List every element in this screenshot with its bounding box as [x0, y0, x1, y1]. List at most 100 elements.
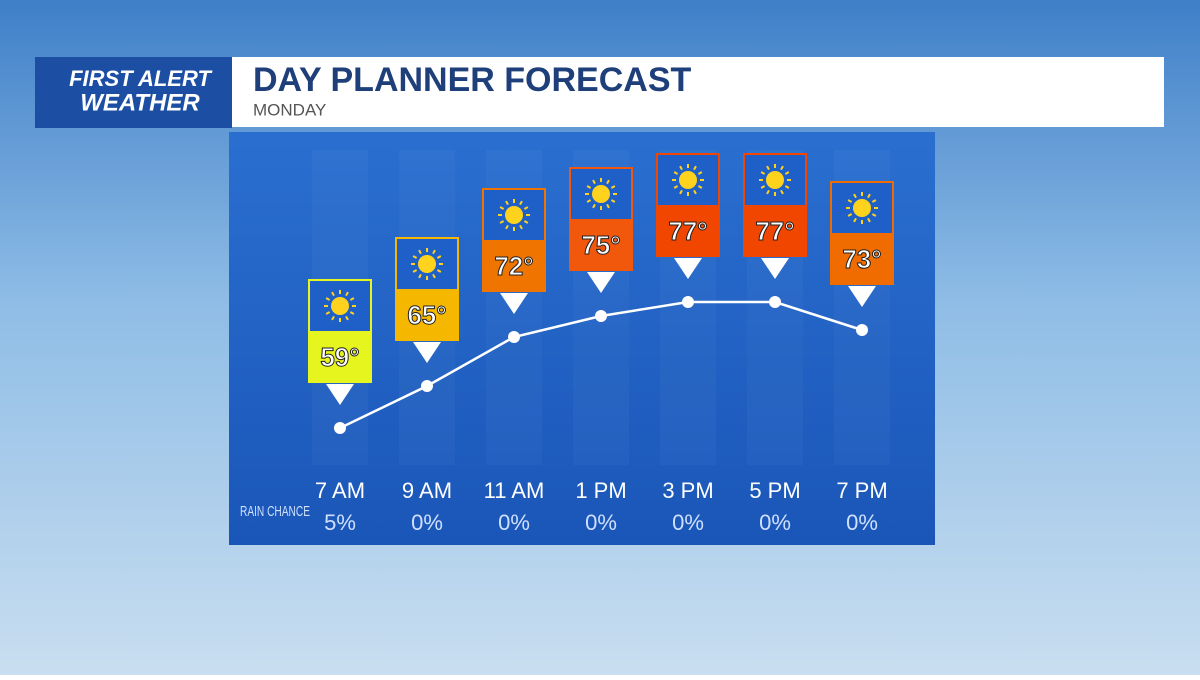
- sun-ray: [780, 189, 784, 195]
- pointer: [674, 258, 702, 279]
- sun-ray: [505, 224, 509, 230]
- sun-ray: [586, 199, 592, 203]
- sun-ray: [697, 185, 703, 189]
- rain-label: RAIN CHANCE: [240, 503, 310, 520]
- sun-ray: [331, 315, 335, 321]
- pointer: [761, 258, 789, 279]
- sun-ray: [325, 311, 331, 315]
- sun: [679, 171, 697, 189]
- sun-ray: [345, 315, 349, 321]
- sun-ray: [412, 269, 418, 273]
- rain-value: 0%: [846, 510, 878, 535]
- time-label: 9 AM: [402, 478, 452, 503]
- pointer: [500, 293, 528, 314]
- sun-ray: [586, 185, 592, 189]
- logo-box: [35, 57, 232, 128]
- subtitle: MONDAY: [253, 100, 326, 119]
- sun: [418, 255, 436, 273]
- sun-ray: [523, 206, 529, 210]
- rain-value: 0%: [411, 510, 443, 535]
- pointer: [413, 342, 441, 363]
- sun-ray: [325, 297, 331, 301]
- sun-ray: [679, 189, 683, 195]
- temp-point: [769, 296, 781, 308]
- logo-bottom: WEATHER: [80, 89, 200, 116]
- sun-ray: [697, 171, 703, 175]
- rain-value: 5%: [324, 510, 356, 535]
- sun-ray: [760, 171, 766, 175]
- temp-label: 72°: [494, 251, 533, 281]
- sun-ray: [679, 165, 683, 171]
- time-label: 1 PM: [575, 478, 626, 503]
- sun: [331, 297, 349, 315]
- time-label: 7 AM: [315, 478, 365, 503]
- temp-box: [743, 206, 807, 257]
- sun-ray: [592, 203, 596, 209]
- sun-ray: [673, 171, 679, 175]
- sun-ray: [871, 199, 877, 203]
- temp-point: [508, 331, 520, 343]
- temp-box: [569, 220, 633, 271]
- title: DAY PLANNER FORECAST: [253, 61, 692, 99]
- sun-ray: [693, 165, 697, 171]
- time-label: 3 PM: [662, 478, 713, 503]
- time-label: 11 AM: [484, 478, 545, 503]
- sun-ray: [673, 185, 679, 189]
- sun-ray: [693, 189, 697, 195]
- sun-ray: [853, 193, 857, 199]
- temp-label: 59°: [320, 342, 359, 372]
- sun-ray: [523, 220, 529, 224]
- sun: [505, 206, 523, 224]
- sun-ray: [871, 213, 877, 217]
- sun-ray: [867, 193, 871, 199]
- temp-box: [656, 206, 720, 257]
- rain-value: 0%: [498, 510, 530, 535]
- sun-ray: [847, 213, 853, 217]
- sun-ray: [499, 220, 505, 224]
- sun-ray: [610, 185, 616, 189]
- sun-ray: [853, 217, 857, 223]
- sun-ray: [499, 206, 505, 210]
- pointer: [848, 286, 876, 307]
- rain-value: 0%: [759, 510, 791, 535]
- sun: [592, 185, 610, 203]
- time-label: 5 PM: [749, 478, 800, 503]
- sun-ray: [436, 255, 442, 259]
- icon-box: [482, 188, 546, 242]
- temp-point: [856, 324, 868, 336]
- temp-point: [334, 422, 346, 434]
- pointer: [326, 384, 354, 405]
- sun: [853, 199, 871, 217]
- rain-value: 0%: [585, 510, 617, 535]
- temp-point: [595, 310, 607, 322]
- sun-ray: [436, 269, 442, 273]
- sun-ray: [412, 255, 418, 259]
- header-bar: [232, 57, 1164, 127]
- sun-ray: [606, 203, 610, 209]
- sun-ray: [519, 224, 523, 230]
- sun-ray: [505, 200, 509, 206]
- sun-ray: [418, 249, 422, 255]
- sun-ray: [766, 189, 770, 195]
- sun-ray: [418, 273, 422, 279]
- pointer: [587, 272, 615, 293]
- sun-ray: [349, 311, 355, 315]
- sun-ray: [606, 179, 610, 185]
- sun: [766, 171, 784, 189]
- temp-label: 77°: [668, 216, 707, 246]
- sun-ray: [784, 185, 790, 189]
- temp-point: [682, 296, 694, 308]
- sun-ray: [610, 199, 616, 203]
- temp-label: 75°: [581, 230, 620, 260]
- temp-label: 73°: [842, 244, 881, 274]
- temp-box: [482, 241, 546, 292]
- sun-ray: [847, 199, 853, 203]
- sun-ray: [760, 185, 766, 189]
- sun-ray: [519, 200, 523, 206]
- temp-point: [421, 380, 433, 392]
- sun-ray: [784, 171, 790, 175]
- sun-ray: [432, 249, 436, 255]
- sun-ray: [345, 291, 349, 297]
